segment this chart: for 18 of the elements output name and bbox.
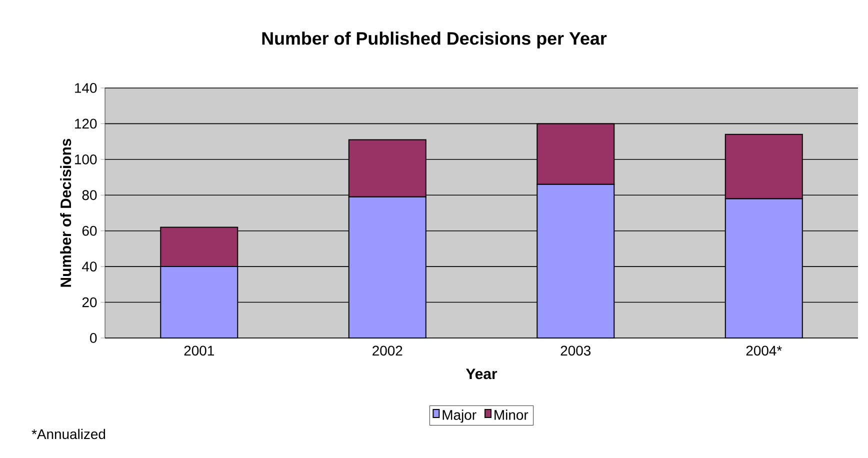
x-tick-label: 2002 [372,346,402,356]
legend-label: Minor [494,410,528,420]
x-tick-label: 2003 [560,346,591,356]
x-axis-title: Year [466,368,498,380]
y-tick-label: 60 [82,226,97,236]
y-axis-title: Number of Decisions [60,138,72,287]
x-tick-label: 2004* [746,346,782,356]
chart-title: Number of Published Decisions per Year [262,32,607,48]
legend-label: Major [442,410,476,423]
text: *Annualized [32,428,106,440]
y-tick-label: 0 [90,333,97,343]
y-tick-label: 80 [82,190,97,200]
y-tick-label: 120 [75,118,97,129]
y-tick-label: 140 [75,83,97,93]
y-tick-label: 20 [82,297,97,308]
y-tick-label: 40 [82,262,97,272]
y-tick-label: 100 [75,154,97,164]
x-tick-label: 2001 [184,346,214,356]
